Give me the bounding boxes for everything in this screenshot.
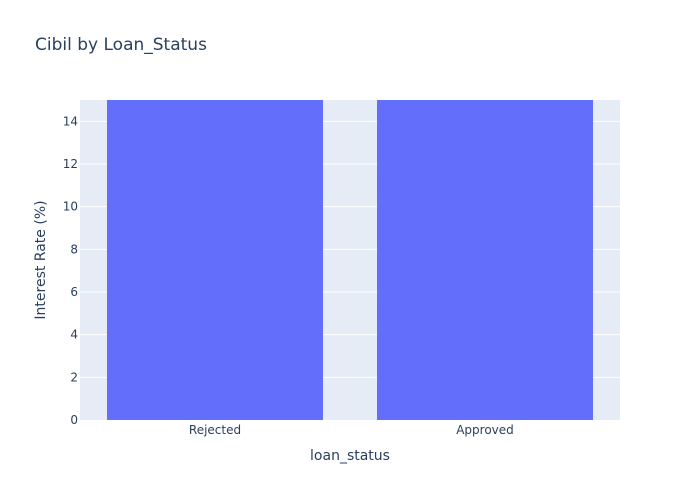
chart-title: Cibil by Loan_Status bbox=[35, 35, 207, 55]
x-axis-ticks: Rejected Approved bbox=[189, 423, 514, 437]
x-tick-label: Rejected bbox=[189, 423, 241, 437]
bars bbox=[107, 100, 593, 420]
y-tick-label: 4 bbox=[70, 328, 78, 342]
y-tick-label: 6 bbox=[70, 285, 78, 299]
x-axis-title: loan_status bbox=[310, 448, 390, 464]
y-tick-label: 8 bbox=[70, 242, 78, 256]
y-tick-label: 2 bbox=[70, 370, 78, 384]
bar-rejected[interactable] bbox=[107, 100, 323, 420]
y-tick-label: 0 bbox=[70, 413, 78, 427]
x-tick-label: Approved bbox=[456, 423, 514, 437]
y-tick-label: 12 bbox=[63, 157, 78, 171]
bar-approved[interactable] bbox=[377, 100, 593, 420]
y-tick-label: 14 bbox=[63, 114, 78, 128]
y-axis-title: Interest Rate (%) bbox=[33, 200, 49, 319]
y-tick-label: 10 bbox=[63, 200, 78, 214]
y-axis-ticks: 0 2 4 6 8 10 12 14 bbox=[63, 114, 78, 427]
